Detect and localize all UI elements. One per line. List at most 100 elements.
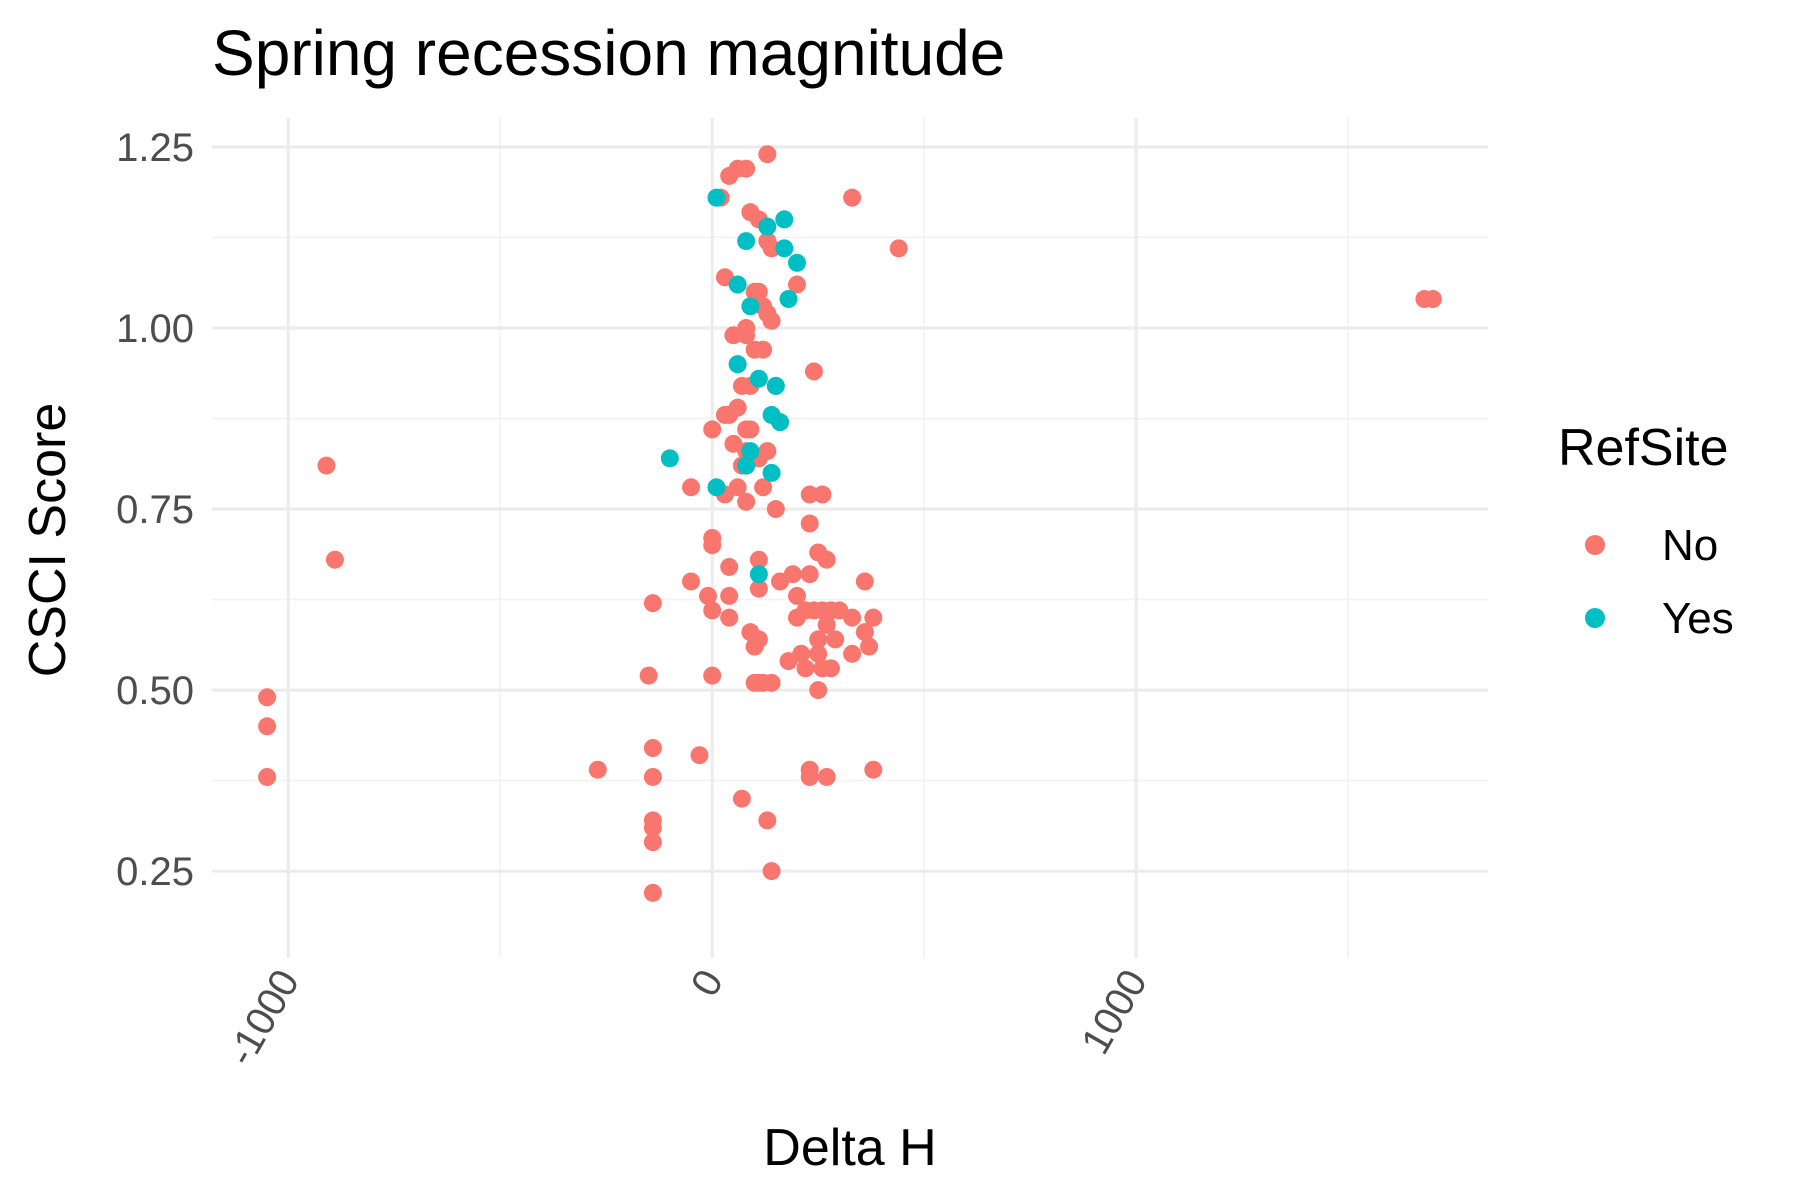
- chart-title: Spring recession magnitude: [212, 17, 1005, 89]
- point-yes: [775, 210, 794, 229]
- point-no: [737, 492, 756, 511]
- point-yes: [749, 369, 768, 388]
- point-no: [703, 666, 722, 685]
- point-no: [783, 565, 802, 584]
- point-no: [754, 478, 773, 497]
- point-no: [762, 862, 781, 881]
- point-no: [758, 811, 777, 830]
- y-tick-label: 1.00: [116, 307, 194, 351]
- x-tick-label: 1000: [1073, 963, 1156, 1062]
- y-tick-label: 0.75: [116, 488, 194, 532]
- point-yes: [737, 232, 756, 251]
- point-no: [817, 550, 836, 569]
- point-no: [643, 739, 662, 757]
- point-no: [643, 767, 662, 786]
- point-no: [643, 883, 662, 902]
- point-no: [766, 500, 785, 519]
- legend-key-no: [1585, 535, 1605, 555]
- point-yes: [779, 290, 798, 309]
- legend-title: RefSite: [1558, 419, 1729, 477]
- x-tick-label: -1000: [219, 963, 308, 1074]
- grid: [212, 118, 1488, 958]
- point-yes: [741, 297, 760, 316]
- point-no: [889, 239, 908, 258]
- y-tick-label: 1.25: [116, 126, 194, 170]
- point-no: [758, 145, 777, 164]
- point-no: [864, 760, 883, 779]
- point-no: [813, 485, 832, 504]
- point-no: [703, 601, 722, 620]
- point-yes: [762, 463, 781, 482]
- point-no: [698, 586, 717, 605]
- point-yes: [728, 355, 747, 374]
- point-no: [792, 644, 811, 663]
- point-no: [809, 630, 828, 649]
- point-no: [762, 239, 781, 258]
- point-no: [317, 456, 336, 475]
- legend-key-yes: [1585, 608, 1605, 628]
- point-no: [843, 608, 862, 627]
- y-tick-label: 0.25: [116, 850, 194, 894]
- point-no: [749, 579, 768, 598]
- point-yes: [766, 376, 785, 395]
- point-no: [817, 767, 836, 786]
- point-no: [720, 586, 739, 605]
- point-no: [749, 630, 768, 649]
- point-yes: [707, 478, 726, 497]
- point-no: [639, 666, 658, 685]
- point-yes: [758, 217, 777, 236]
- point-no: [728, 398, 747, 417]
- point-no: [800, 565, 819, 584]
- point-no: [258, 767, 277, 786]
- y-tick-labels: 0.25 0.50 0.75 1.00 1.25: [116, 126, 194, 894]
- point-no: [720, 608, 739, 627]
- point-no: [754, 340, 773, 359]
- point-no: [809, 681, 828, 700]
- point-no: [643, 833, 662, 852]
- point-no: [703, 420, 722, 439]
- point-yes: [737, 456, 756, 475]
- point-no: [843, 188, 862, 207]
- point-no: [800, 485, 819, 504]
- point-no: [737, 159, 756, 178]
- point-no: [860, 637, 879, 656]
- x-axis-title: Delta H: [763, 1119, 936, 1177]
- point-yes: [707, 188, 726, 207]
- point-yes: [660, 449, 679, 468]
- point-no: [788, 586, 807, 605]
- point-no: [800, 514, 819, 533]
- point-yes: [788, 253, 807, 272]
- point-no: [643, 818, 662, 837]
- point-no: [826, 630, 845, 649]
- point-no: [817, 615, 836, 634]
- point-no: [720, 557, 739, 576]
- point-no: [855, 623, 874, 642]
- point-no: [741, 420, 760, 439]
- point-no: [749, 550, 768, 569]
- point-no: [804, 362, 823, 381]
- point-no: [855, 572, 874, 591]
- legend: RefSite No Yes: [1558, 419, 1734, 643]
- y-axis-title: CSCI Score: [19, 403, 77, 678]
- point-no: [749, 282, 768, 301]
- legend-label-no: No: [1662, 521, 1718, 570]
- point-no: [821, 659, 840, 678]
- point-no: [703, 536, 722, 555]
- legend-label-yes: Yes: [1662, 594, 1734, 643]
- x-tick-labels: -1000 0 1000: [219, 963, 1156, 1074]
- x-tick-label: 0: [683, 963, 732, 1004]
- point-no: [762, 311, 781, 330]
- point-no: [800, 767, 819, 786]
- point-yes: [741, 442, 760, 461]
- point-no: [732, 789, 751, 808]
- point-no: [737, 326, 756, 345]
- point-yes: [749, 565, 768, 584]
- point-no: [762, 673, 781, 692]
- point-no: [809, 644, 828, 663]
- point-no: [758, 442, 777, 461]
- point-yes: [771, 413, 790, 432]
- point-no: [864, 608, 883, 627]
- point-no: [258, 688, 277, 707]
